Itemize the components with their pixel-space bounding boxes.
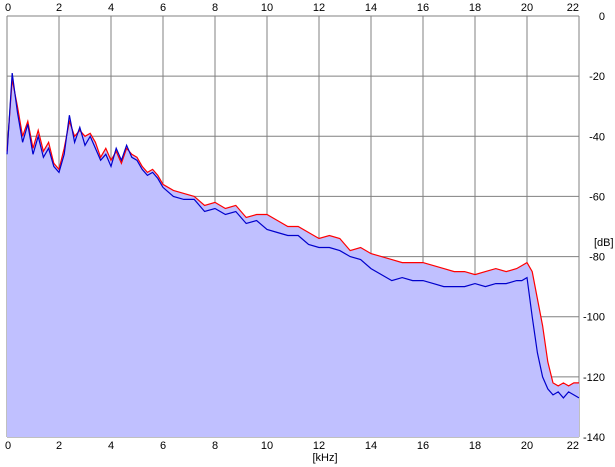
x-tick-label-top: 0 — [5, 2, 11, 14]
x-tick-label-top: 16 — [417, 2, 429, 14]
x-axis-label: [kHz] — [312, 452, 337, 464]
y-tick-label: -20 — [589, 71, 605, 83]
y-tick-label: -140 — [583, 432, 605, 444]
y-tick-label: -120 — [583, 372, 605, 384]
x-tick-label-top: 20 — [521, 2, 533, 14]
x-tick-label-top: 4 — [108, 2, 114, 14]
x-tick-label-top: 10 — [261, 2, 273, 14]
x-tick-label-bottom: 18 — [469, 440, 481, 452]
spectrum-fill — [7, 79, 579, 437]
y-tick-labels: 0 -20 -40 -60 -80 -100 -120 -140 — [583, 11, 605, 444]
x-tick-labels-top: 0 2 4 6 8 10 12 14 16 18 20 22 — [5, 2, 579, 14]
x-tick-label-top: 6 — [160, 2, 166, 14]
series-lines — [6, 73, 580, 399]
x-tick-label-bottom: 10 — [261, 440, 273, 452]
y-tick-label: -40 — [589, 131, 605, 143]
x-tick-label-bottom: 16 — [417, 440, 429, 452]
y-axis-label: [dB] — [594, 237, 614, 249]
y-tick-label: -100 — [583, 312, 605, 324]
spectrum-fill-area — [7, 79, 579, 437]
x-tick-label-bottom: 20 — [521, 440, 533, 452]
x-tick-label-bottom: 6 — [160, 440, 166, 452]
x-tick-label-top: 12 — [313, 2, 325, 14]
x-tick-label-bottom: 8 — [212, 440, 218, 452]
x-tick-label-bottom: 14 — [365, 440, 377, 452]
x-tick-label-top: 8 — [212, 2, 218, 14]
y-tick-label: -60 — [589, 191, 605, 203]
x-tick-label-bottom: 12 — [313, 440, 325, 452]
x-tick-label-top: 14 — [365, 2, 377, 14]
x-tick-label-top: 22 — [567, 2, 579, 14]
x-tick-label-bottom: 4 — [108, 440, 114, 452]
y-tick-label: 0 — [599, 11, 605, 23]
x-tick-label-bottom: 2 — [56, 440, 62, 452]
y-tick-label: -80 — [589, 252, 605, 264]
x-tick-label-bottom: 22 — [567, 440, 579, 452]
series-line-2 — [6, 73, 580, 399]
x-tick-label-top: 2 — [56, 2, 62, 14]
x-tick-labels-bottom: 0 2 4 6 8 10 12 14 16 18 20 22 — [5, 440, 579, 452]
x-tick-label-bottom: 0 — [5, 440, 11, 452]
x-tick-label-top: 18 — [469, 2, 481, 14]
